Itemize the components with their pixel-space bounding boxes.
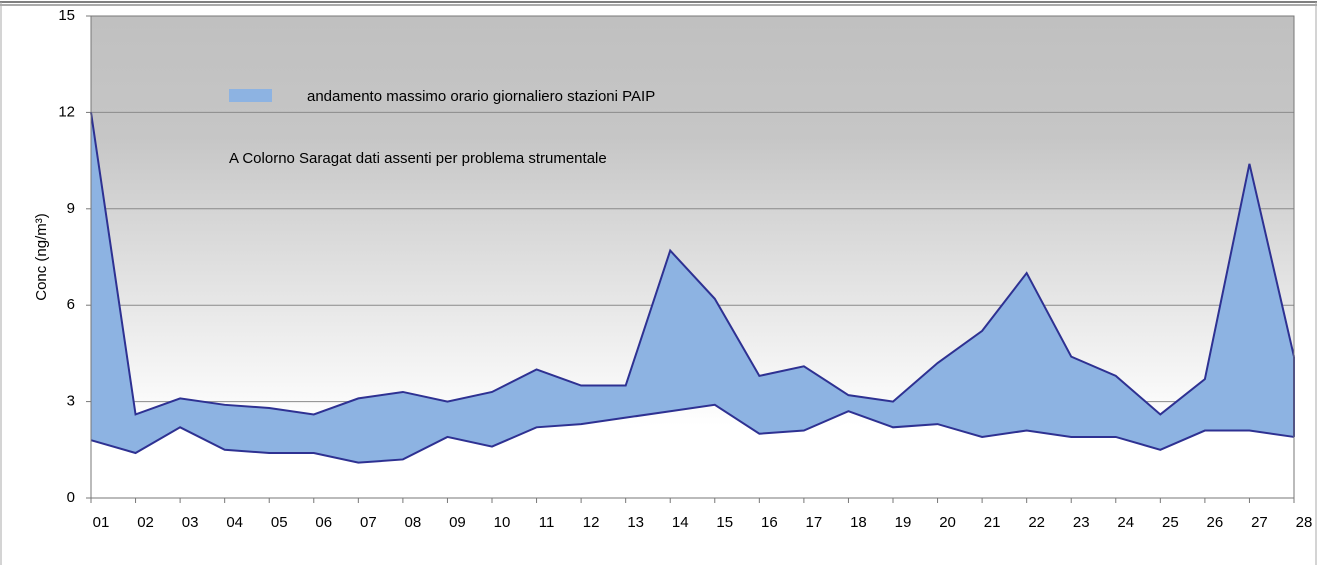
x-tick-label: 05: [271, 514, 288, 531]
annotation: A Colorno Saragat dati assenti per probl…: [229, 150, 607, 167]
legend-swatch: [229, 89, 272, 102]
x-tick-label: 16: [761, 514, 778, 531]
x-tick-label: 18: [850, 514, 867, 531]
x-tick-label: 02: [137, 514, 154, 531]
x-tick-label: 13: [627, 514, 644, 531]
x-tick-label: 11: [539, 514, 555, 531]
x-tick-label: 06: [315, 514, 332, 531]
band-area: [91, 112, 1294, 463]
x-tick-label: 17: [806, 514, 823, 531]
y-tick-label: 6: [67, 296, 75, 313]
x-tick-label: 12: [583, 514, 600, 531]
x-tick-label: 09: [449, 514, 466, 531]
x-tick-label: 28: [1296, 514, 1313, 531]
y-axis-label: Conc (ng/m³): [33, 213, 50, 301]
y-tick-label: 3: [67, 393, 75, 410]
x-tick-label: 22: [1028, 514, 1045, 531]
x-tick-label: 25: [1162, 514, 1179, 531]
x-tick-label: 24: [1117, 514, 1134, 531]
x-tick-label: 01: [93, 514, 110, 531]
x-tick-label: 04: [226, 514, 243, 531]
x-tick-label: 26: [1207, 514, 1224, 531]
x-tick-label: 15: [716, 514, 733, 531]
plot-border: [90, 15, 1295, 499]
low-line: [90, 403, 1295, 464]
high-line: [90, 112, 1295, 416]
y-tick-label: 0: [67, 489, 75, 506]
x-tick-label: 21: [984, 514, 1001, 531]
x-tick-label: 23: [1073, 514, 1090, 531]
x-tick-label: 08: [405, 514, 422, 531]
y-tick-label: 9: [67, 200, 75, 217]
x-tick-label: 03: [182, 514, 199, 531]
y-tick-label: 15: [58, 7, 75, 24]
x-tick-label: 10: [494, 514, 511, 531]
x-tick-label: 19: [895, 514, 912, 531]
x-tick-label: 27: [1251, 514, 1268, 531]
y-tick-label: 12: [58, 103, 75, 120]
legend-label: andamento massimo orario giornaliero sta…: [307, 88, 655, 105]
x-tick-label: 14: [672, 514, 689, 531]
x-tick-label: 20: [939, 514, 956, 531]
x-tick-label: 07: [360, 514, 377, 531]
